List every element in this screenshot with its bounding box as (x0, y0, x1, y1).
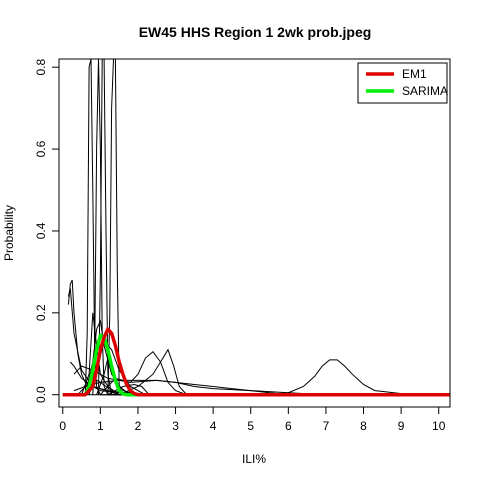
y-axis: 0.0 0.2 0.4 0.6 0.8 (34, 59, 60, 403)
background-series-line-10 (119, 348, 450, 396)
background-series-line-9 (100, 350, 450, 396)
y-axis-label: Probability (2, 205, 16, 261)
background-series-line-8 (88, 340, 450, 396)
background-series-line-7 (84, 319, 450, 396)
y-tick-label: 0.0 (34, 386, 48, 403)
legend: EM1 SARIMA (357, 62, 448, 104)
background-series-group (62, 59, 450, 396)
x-tick-label: 3 (172, 419, 179, 433)
x-tick-label: 2 (135, 419, 142, 433)
background-series-line-5 (107, 59, 450, 396)
y-tick-label: 0.4 (34, 222, 48, 239)
series-line-em1 (62, 327, 450, 397)
x-tick-label: 4 (210, 419, 217, 433)
x-axis: 0 1 2 3 4 5 6 7 8 9 10 (59, 406, 446, 433)
x-tick-label: 6 (285, 419, 292, 433)
background-series-line-13 (69, 361, 450, 396)
x-tick-label: 1 (97, 419, 104, 433)
background-series-line-2 (84, 59, 450, 396)
y-tick-label: 0.2 (34, 304, 48, 321)
x-tick-label: 10 (432, 419, 446, 433)
legend-label-sarima: SARIMA (402, 84, 448, 98)
y-tick-label: 0.6 (34, 140, 48, 157)
x-tick-label: 8 (360, 419, 367, 433)
background-series-line-15 (62, 359, 450, 396)
background-series-line-17 (96, 355, 450, 396)
x-tick-label: 5 (247, 419, 254, 433)
background-series-line-4 (98, 59, 450, 396)
background-series-line-6 (81, 312, 450, 396)
background-series-line-3 (92, 59, 450, 396)
legend-label-em1: EM1 (402, 67, 427, 81)
legend-box (357, 62, 448, 104)
y-tick-label: 0.8 (34, 59, 48, 76)
chart-title: EW45 HHS Region 1 2wk prob.jpeg (139, 24, 372, 40)
x-axis-label: ILI% (242, 452, 266, 466)
x-tick-label: 9 (398, 419, 405, 433)
x-tick-label: 0 (59, 419, 66, 433)
series-line-sarima (62, 333, 450, 397)
main-series-group (62, 327, 450, 397)
x-tick-label: 7 (323, 419, 330, 433)
